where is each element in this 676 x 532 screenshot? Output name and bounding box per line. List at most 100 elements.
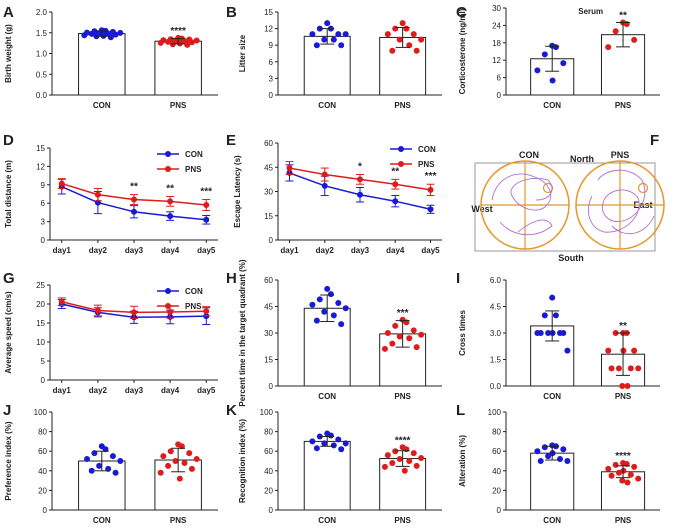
significance-marker: *** bbox=[200, 187, 212, 198]
data-point-con bbox=[335, 31, 342, 38]
data-point-con bbox=[541, 444, 548, 451]
data-point-pns bbox=[188, 39, 195, 46]
y-tick-label: 6 bbox=[497, 74, 502, 83]
data-point-pns bbox=[167, 308, 174, 315]
data-point-con bbox=[560, 446, 567, 453]
x-tick-label-con: CON bbox=[318, 516, 336, 525]
data-point-con bbox=[335, 299, 342, 306]
data-point-pns bbox=[181, 459, 188, 466]
data-point-pns bbox=[389, 340, 396, 347]
data-point-pns bbox=[631, 347, 638, 354]
legend-marker-pns bbox=[165, 166, 171, 172]
x-tick-label: day3 bbox=[125, 386, 144, 395]
x-tick-label-pns: PNS bbox=[615, 392, 632, 401]
data-point-pns bbox=[399, 20, 406, 27]
data-point-pns bbox=[623, 20, 630, 27]
y-tick-label: 10 bbox=[36, 338, 45, 347]
data-point-pns bbox=[608, 365, 615, 372]
significance-marker: ** bbox=[391, 166, 399, 177]
data-point-con bbox=[338, 42, 345, 49]
data-point-pns bbox=[627, 471, 634, 478]
y-tick-label: 100 bbox=[34, 408, 48, 417]
data-point-con bbox=[330, 442, 337, 449]
data-point-con bbox=[316, 296, 323, 303]
significance-pns: ** bbox=[619, 321, 627, 332]
data-point-pns bbox=[418, 331, 425, 338]
data-point-pns bbox=[193, 456, 200, 463]
data-point-con bbox=[309, 301, 316, 308]
y-tick-label: 45 bbox=[264, 303, 273, 312]
data-point-pns bbox=[172, 458, 179, 464]
data-point-pns bbox=[612, 28, 619, 35]
data-point-pns bbox=[624, 383, 631, 389]
x-tick-label: day2 bbox=[89, 386, 108, 395]
x-tick-label: day1 bbox=[53, 386, 72, 395]
legend-label-pns: PNS bbox=[185, 302, 202, 311]
data-point-pns bbox=[627, 365, 634, 372]
y-tick-label: 60 bbox=[492, 447, 501, 456]
data-point-pns bbox=[413, 47, 420, 54]
data-point-pns bbox=[605, 44, 612, 51]
x-tick-label-con: CON bbox=[543, 392, 561, 401]
data-point-pns bbox=[184, 41, 191, 48]
y-tick-label: 15 bbox=[36, 319, 45, 328]
significance-marker: ** bbox=[130, 182, 138, 193]
x-tick-label: day1 bbox=[53, 246, 72, 255]
data-point-pns bbox=[392, 181, 399, 188]
panel-label-H: H bbox=[226, 270, 237, 287]
y-tick-label: 0 bbox=[41, 376, 46, 385]
data-point-pns bbox=[631, 463, 638, 470]
data-point-con bbox=[109, 453, 116, 460]
data-point-con bbox=[545, 330, 552, 336]
data-point-pns bbox=[186, 450, 193, 457]
data-point-con bbox=[309, 438, 316, 445]
y-tick-label: 6 bbox=[269, 58, 274, 67]
x-tick-label-pns: PNS bbox=[394, 516, 411, 525]
data-point-pns bbox=[392, 322, 399, 329]
data-point-pns bbox=[396, 36, 403, 43]
data-point-pns bbox=[131, 196, 137, 203]
data-point-con bbox=[203, 216, 210, 223]
panel-label-J: J bbox=[3, 402, 11, 419]
data-point-pns bbox=[389, 459, 396, 466]
y-axis-label-I: Cross times bbox=[458, 310, 467, 356]
x-tick-label-pns: PNS bbox=[394, 392, 411, 401]
legend-label-con: CON bbox=[185, 150, 203, 159]
data-point-con bbox=[316, 25, 323, 32]
y-tick-label: 40 bbox=[492, 467, 501, 476]
data-point-pns bbox=[612, 330, 619, 336]
y-tick-label: 20 bbox=[492, 486, 501, 495]
data-point-con bbox=[313, 317, 320, 324]
data-point-pns bbox=[157, 469, 164, 476]
maze-frame bbox=[474, 162, 656, 252]
bar-con bbox=[303, 440, 351, 511]
y-tick-label: 0 bbox=[497, 506, 502, 515]
y-tick-label: 1.0 bbox=[36, 50, 48, 59]
data-point-con bbox=[427, 206, 434, 213]
x-tick-label: day5 bbox=[197, 386, 216, 395]
data-point-pns bbox=[396, 456, 403, 463]
y-tick-label: 3.0 bbox=[490, 329, 502, 338]
x-tick-label: day4 bbox=[386, 246, 405, 255]
y-tick-label: 3 bbox=[269, 74, 274, 83]
significance-pns: **** bbox=[615, 451, 631, 462]
panel-label-A: A bbox=[3, 4, 14, 21]
significance-marker: ** bbox=[166, 183, 174, 194]
data-point-con bbox=[330, 36, 337, 43]
significance-pns: **** bbox=[170, 26, 186, 37]
y-tick-label: 24 bbox=[492, 21, 501, 30]
maze-label-pns: PNS bbox=[611, 150, 630, 160]
y-axis-label-K: Recognition index (%) bbox=[238, 419, 247, 503]
data-point-con bbox=[564, 458, 571, 464]
legend-label-con: CON bbox=[185, 287, 203, 296]
y-tick-label: 12 bbox=[36, 162, 45, 171]
data-point-pns bbox=[167, 448, 174, 455]
x-tick-label-con: CON bbox=[93, 516, 111, 525]
x-tick-label-con: CON bbox=[318, 101, 336, 110]
data-point-pns bbox=[413, 344, 420, 351]
data-point-con bbox=[338, 321, 345, 328]
y-tick-label: 80 bbox=[492, 428, 501, 437]
data-point-con bbox=[316, 433, 323, 440]
data-point-con bbox=[330, 312, 337, 319]
x-tick-label: day3 bbox=[351, 246, 370, 255]
